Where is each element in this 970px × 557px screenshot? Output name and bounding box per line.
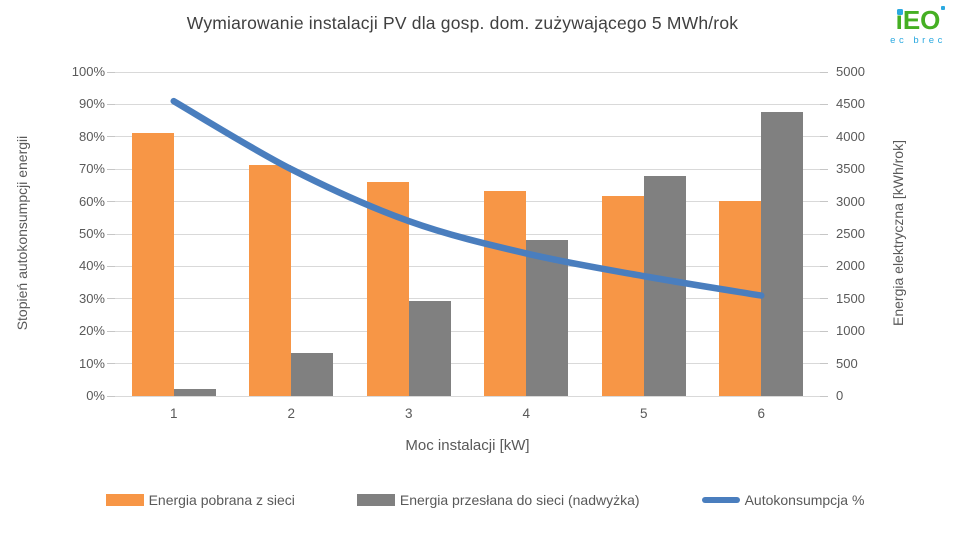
legend-label: Energia przesłana do sieci (nadwyżka) (399, 492, 640, 508)
tickmark-right (820, 103, 828, 105)
bar-energia-przeslana-2kw (291, 353, 334, 396)
tickmark-left (107, 233, 115, 235)
logo-trademark-square (941, 6, 946, 10)
tickmark-left (107, 201, 115, 203)
x-tick-label-3: 3 (404, 406, 413, 421)
legend-swatch-line (701, 497, 740, 503)
bar-energia-przeslana-3kw (408, 300, 451, 396)
gridline (115, 201, 820, 203)
x-tick-label-2: 2 (287, 406, 295, 421)
gridline (115, 363, 820, 365)
tickmark-right (820, 330, 828, 332)
y-left-tick-label: 30% (78, 290, 105, 306)
bar-energia-pobrana-4kw (484, 191, 527, 396)
gridline (115, 298, 820, 300)
x-tick-label-5: 5 (639, 406, 648, 421)
y-left-tick-label: 20% (78, 323, 105, 339)
x-tick-label-6: 6 (757, 406, 765, 421)
tickmark-left (107, 265, 115, 267)
chart-title: Wymiarowanie instalacji PV dla gosp. dom… (186, 13, 739, 33)
legend-swatch-bar (356, 494, 395, 506)
tickmark-left (107, 103, 115, 105)
y-right-tick-label: 0 (836, 388, 844, 403)
gridline (115, 71, 820, 73)
y-axis-title-left: Stopień autokonsumpcji energii (14, 135, 30, 331)
y-left-tick-label: 80% (78, 128, 105, 144)
legend-item: Autokonsumpcja % (701, 492, 865, 508)
y-right-tick-label: 3500 (836, 161, 865, 177)
plot-area (107, 71, 828, 397)
tickmark-left (107, 298, 115, 300)
tickmark-right (820, 233, 828, 235)
tickmark-left (107, 363, 115, 365)
legend-label: Energia pobrana z sieci (148, 492, 295, 508)
y-left-tick-label: 40% (78, 258, 105, 274)
bar-energia-pobrana-2kw (249, 165, 292, 396)
tickmark-right (820, 395, 828, 397)
tickmark-right (820, 71, 828, 73)
gridline (115, 395, 820, 397)
bar-energia-przeslana-6kw (761, 112, 804, 396)
gridline (115, 136, 820, 138)
ieo-logo: iEO ec brec (880, 5, 956, 46)
y-left-tick-label: 10% (78, 355, 105, 371)
tickmark-right (820, 363, 828, 365)
tickmark-right (820, 298, 828, 300)
tickmark-right (820, 136, 828, 138)
y-left-tick-label: 50% (78, 226, 105, 241)
gridline (115, 103, 820, 105)
legend-swatch-bar (105, 494, 144, 506)
tickmark-left (107, 395, 115, 397)
bar-energia-pobrana-1kw (131, 132, 174, 396)
tickmark-left (107, 71, 115, 73)
y-left-tick-label: 0% (86, 388, 105, 403)
y-right-tick-label: 1500 (836, 290, 865, 306)
x-tick-label-4: 4 (522, 406, 530, 421)
logo-wordmark: iEO (895, 5, 946, 35)
tickmark-right (820, 168, 828, 170)
y-left-tick-label: 90% (78, 96, 105, 112)
gridline (115, 233, 820, 235)
chart-legend: Energia pobrana z sieci Energia przesłana… (0, 492, 970, 508)
y-left-tick-label: 100% (71, 64, 105, 79)
y-right-tick-label: 2000 (836, 258, 865, 274)
tickmark-right (820, 201, 828, 203)
y-right-tick-label: 4500 (836, 96, 865, 112)
logo-subtext: ec brec (890, 35, 946, 46)
legend-item: Energia przesłana do sieci (nadwyżka) (356, 492, 640, 508)
legend-label: Autokonsumpcja % (744, 492, 865, 508)
y-right-tick-label: 500 (836, 355, 858, 371)
tickmark-left (107, 330, 115, 332)
bar-energia-pobrana-6kw (719, 200, 762, 396)
y-right-tick-label: 5000 (836, 64, 865, 79)
y-right-tick-label: 2500 (836, 226, 865, 241)
gridline (115, 168, 820, 170)
bar-energia-przeslana-1kw (173, 388, 216, 396)
bar-energia-pobrana-5kw (601, 196, 644, 396)
tickmark-right (820, 265, 828, 267)
logo-i-dot (896, 8, 903, 15)
gridline (115, 265, 820, 267)
x-axis-title: Moc instalacji [kW] (405, 437, 530, 454)
tickmark-left (107, 136, 115, 138)
tickmark-left (107, 168, 115, 170)
gridline (115, 330, 820, 332)
y-left-tick-label: 70% (78, 161, 105, 177)
bar-energia-przeslana-5kw (643, 176, 686, 396)
y-right-tick-label: 1000 (836, 323, 865, 339)
y-right-tick-label: 4000 (836, 128, 865, 144)
x-tick-label-1: 1 (169, 406, 178, 421)
y-right-tick-label: 3000 (836, 193, 865, 209)
y-left-tick-label: 60% (78, 193, 105, 209)
logo-text: iEO (895, 5, 941, 35)
legend-item: Energia pobrana z sieci (105, 492, 295, 508)
autokonsumpcja-line (170, 97, 765, 299)
bar-energia-przeslana-4kw (526, 240, 569, 396)
